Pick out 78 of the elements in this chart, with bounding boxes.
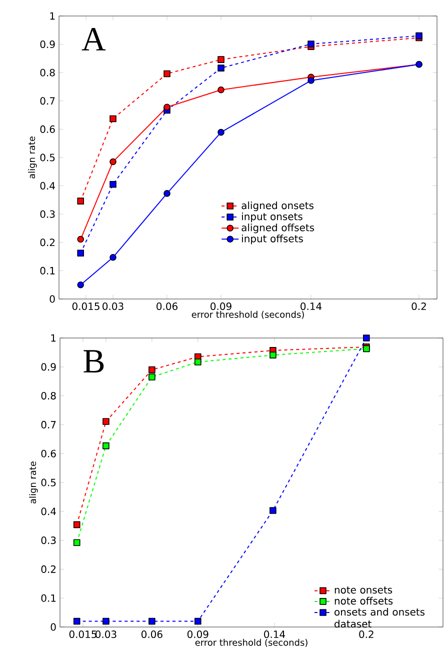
x-tick-label: 0.015: [69, 630, 96, 638]
y-tick-label: 0.1: [41, 594, 56, 602]
y-tick-label: 1: [51, 334, 56, 342]
point: [110, 115, 116, 122]
point: [110, 254, 116, 261]
point: [73, 521, 80, 528]
y-tick-label: 0.5: [41, 478, 56, 486]
annotation: B: [84, 350, 104, 372]
point: [164, 104, 170, 111]
point: [218, 64, 224, 72]
point: [194, 618, 202, 625]
annotation: A: [82, 28, 106, 50]
x-tick-label: 0.2: [359, 630, 374, 638]
point: [218, 128, 224, 136]
y-axis-title: align rate: [29, 462, 38, 504]
legend-label: onsets and onsets dataset: [334, 608, 425, 628]
y-tick-label: 0.9: [41, 363, 56, 371]
point: [270, 507, 276, 514]
x-tick-label: 0.14: [264, 630, 286, 638]
y-tick-label: 0.4: [41, 508, 56, 516]
legend-label: note onsets: [334, 586, 392, 594]
legend-label: note offsets: [334, 596, 393, 605]
x-tick-label: 0.06: [141, 630, 162, 638]
point: [270, 352, 276, 358]
y-tick-label: 0.7: [40, 97, 55, 105]
y-tick-label: 0.8: [41, 392, 56, 400]
x-tick-label: 0.09: [187, 630, 208, 638]
legend-label: input offsets: [242, 234, 303, 244]
point: [148, 366, 156, 374]
point: [218, 86, 224, 94]
x-tick-label: 0.03: [102, 302, 124, 310]
x-axis-title: error threshold (seconds): [195, 638, 308, 647]
legend-label: input onsets: [242, 212, 302, 222]
point: [77, 236, 84, 243]
y-tick-label: 0: [50, 623, 56, 631]
point: [308, 40, 314, 48]
y-tick-label: 0.4: [40, 182, 55, 190]
x-tick-label: 0.03: [96, 630, 116, 638]
legend-label: aligned offsets: [242, 224, 314, 234]
point: [308, 77, 314, 84]
y-axis-title: align rate: [28, 136, 37, 178]
point: [110, 180, 116, 188]
x-tick-label: 0.14: [300, 302, 322, 310]
y-tick-label: 0.6: [41, 450, 56, 458]
point: [164, 70, 170, 78]
point: [148, 618, 156, 625]
point: [73, 618, 80, 625]
legend-label: aligned onsets: [242, 201, 314, 212]
y-tick-label: 0.7: [41, 420, 56, 428]
y-tick-label: 0.2: [41, 565, 56, 573]
y-tick-label: 0.3: [41, 536, 56, 544]
point: [77, 281, 84, 288]
point: [148, 374, 156, 380]
point: [102, 418, 110, 425]
point: [77, 250, 84, 257]
y-tick-label: 0.2: [40, 238, 54, 246]
y-tick-label: 0.8: [40, 68, 55, 76]
y-tick-label: 0.6: [40, 125, 55, 133]
point: [73, 539, 80, 546]
x-tick-label: 0.015: [72, 302, 100, 310]
x-axis-title: error threshold (seconds): [192, 310, 304, 319]
point: [110, 158, 116, 166]
point: [363, 334, 370, 342]
x-tick-label: 0.2: [412, 302, 426, 310]
point: [194, 358, 202, 366]
y-tick-label: 0.1: [40, 266, 55, 274]
y-tick-label: 0.3: [40, 210, 55, 218]
point: [77, 198, 84, 204]
y-tick-label: 0: [50, 295, 55, 303]
y-tick-label: 0.9: [40, 40, 55, 48]
y-tick-label: 1: [50, 12, 55, 20]
point: [102, 618, 110, 625]
y-tick-label: 0.5: [40, 154, 55, 162]
point: [102, 442, 110, 450]
x-tick-label: 0.06: [156, 302, 178, 310]
x-tick-label: 0.09: [210, 302, 232, 310]
point: [164, 190, 170, 197]
point: [218, 56, 224, 63]
